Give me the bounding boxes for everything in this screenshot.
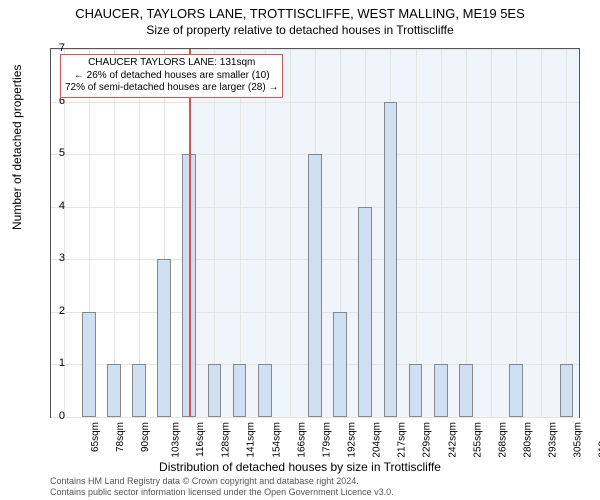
plot-region	[50, 48, 580, 418]
bar	[132, 364, 146, 417]
xtick-label: 78sqm	[115, 422, 126, 452]
gridline-v	[139, 49, 140, 417]
chart-area	[50, 48, 580, 418]
ytick-label: 1	[59, 357, 65, 369]
gridline-h	[51, 417, 579, 418]
bar	[509, 364, 523, 417]
gridline-v	[541, 49, 542, 417]
y-axis-label: Number of detached properties	[10, 65, 24, 230]
xtick-label: 128sqm	[221, 422, 232, 458]
bar	[434, 364, 448, 417]
gridline-v	[566, 49, 567, 417]
bar	[333, 312, 347, 417]
annotation-box: CHAUCER TAYLORS LANE: 131sqm← 26% of det…	[60, 54, 283, 98]
ytick-label: 7	[59, 42, 65, 54]
xtick-label: 204sqm	[372, 422, 383, 458]
chart-subtitle: Size of property relative to detached ho…	[0, 21, 600, 37]
gridline-v	[516, 49, 517, 417]
annotation-line: ← 26% of detached houses are smaller (10…	[65, 70, 278, 83]
ytick-label: 3	[59, 252, 65, 264]
xtick-label: 103sqm	[171, 422, 182, 458]
bar	[258, 364, 272, 417]
xtick-label: 192sqm	[347, 422, 358, 458]
footer-attribution: Contains HM Land Registry data © Crown c…	[50, 476, 394, 498]
footer-line2: Contains public sector information licen…	[50, 487, 394, 498]
bar	[459, 364, 473, 417]
xtick-label: 268sqm	[497, 422, 508, 458]
xtick-label: 293sqm	[548, 422, 559, 458]
bar	[358, 207, 372, 417]
footer-line1: Contains HM Land Registry data © Crown c…	[50, 476, 394, 487]
xtick-label: 154sqm	[271, 422, 282, 458]
ytick-label: 5	[59, 147, 65, 159]
gridline-v	[466, 49, 467, 417]
gridline-v	[114, 49, 115, 417]
annotation-line: 72% of semi-detached houses are larger (…	[65, 82, 278, 95]
xtick-label: 255sqm	[472, 422, 483, 458]
bar	[384, 102, 398, 417]
bar	[157, 259, 171, 417]
bar	[308, 154, 322, 417]
bar	[560, 364, 574, 417]
xtick-label: 166sqm	[296, 422, 307, 458]
chart-title: CHAUCER, TAYLORS LANE, TROTTISCLIFFE, WE…	[0, 0, 600, 21]
xtick-label: 65sqm	[90, 422, 101, 452]
annotation-line: CHAUCER TAYLORS LANE: 131sqm	[65, 57, 278, 70]
gridline-v	[290, 49, 291, 417]
gridline-v	[441, 49, 442, 417]
xtick-label: 305sqm	[573, 422, 584, 458]
gridline-v	[240, 49, 241, 417]
bar	[208, 364, 222, 417]
xtick-label: 90sqm	[140, 422, 151, 452]
bar	[107, 364, 121, 417]
gridline-v	[214, 49, 215, 417]
bar	[82, 312, 96, 417]
bar	[409, 364, 423, 417]
xtick-label: 280sqm	[523, 422, 534, 458]
ytick-label: 0	[59, 410, 65, 422]
ytick-label: 4	[59, 200, 65, 212]
gridline-v	[491, 49, 492, 417]
xtick-label: 179sqm	[321, 422, 332, 458]
x-axis-label: Distribution of detached houses by size …	[0, 460, 600, 474]
xtick-label: 141sqm	[246, 422, 257, 458]
highlight-line	[189, 49, 191, 417]
gridline-v	[265, 49, 266, 417]
xtick-label: 229sqm	[422, 422, 433, 458]
xtick-label: 217sqm	[397, 422, 408, 458]
xtick-label: 116sqm	[195, 422, 206, 457]
ytick-label: 2	[59, 305, 65, 317]
bar	[233, 364, 247, 417]
xtick-label: 242sqm	[447, 422, 458, 458]
gridline-v	[416, 49, 417, 417]
